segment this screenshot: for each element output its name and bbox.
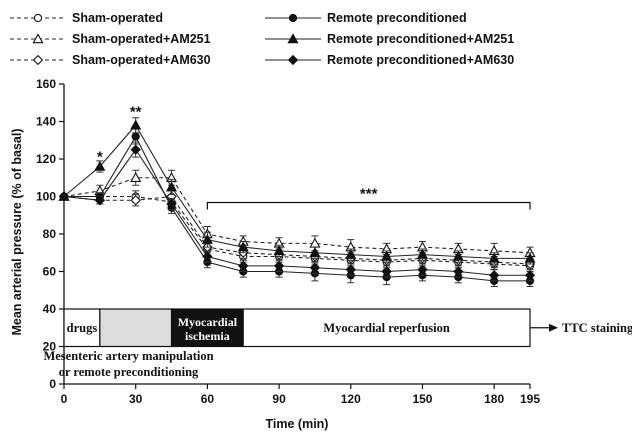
legend-swatch-marker <box>287 33 299 44</box>
x-tick-label: 195 <box>520 392 540 406</box>
y-tick-label: 140 <box>36 115 56 129</box>
data-point <box>417 264 428 275</box>
significance-label: *** <box>360 186 378 203</box>
data-point <box>381 266 392 277</box>
significance-bracket <box>206 201 531 210</box>
data-point <box>345 248 357 259</box>
y-tick-label: 120 <box>36 152 56 166</box>
legend-swatch-marker <box>33 13 43 23</box>
data-point <box>130 144 141 155</box>
y-tick-label: 40 <box>43 302 57 316</box>
protocol-manipulation-label-1: Mesenteric artery manipulation <box>43 349 213 363</box>
legend-item: Sham-operated <box>10 11 163 25</box>
series-line <box>64 135 530 282</box>
data-point <box>309 262 321 273</box>
data-point <box>309 247 321 257</box>
legend-item: Remote preconditioned <box>265 11 467 25</box>
data-point <box>273 245 285 256</box>
significance-label: ** <box>130 103 142 120</box>
y-tick-label: 80 <box>43 227 57 241</box>
data-point <box>452 250 464 261</box>
x-tick-label: 150 <box>412 392 432 406</box>
data-point <box>453 266 464 277</box>
y-tick-label: 0 <box>49 377 56 391</box>
legend-swatch-marker <box>287 54 299 66</box>
legend-label: Sham-operated+AM630 <box>72 53 211 67</box>
x-tick-label: 0 <box>61 392 68 406</box>
data-point <box>273 260 285 272</box>
data-point <box>237 241 249 252</box>
data-point <box>58 191 70 202</box>
y-tick-label: 100 <box>36 190 56 204</box>
protocol-drugs-label: drugs <box>67 321 98 335</box>
data-point <box>130 119 142 130</box>
protocol-ischemia-label-2: ischemia <box>185 329 230 343</box>
data-point <box>166 198 177 210</box>
protocol-ttc-label: TTC staining <box>562 321 632 335</box>
series-line <box>63 177 531 254</box>
y-ticks: 0 20 40 60 80 100 120 140 160 <box>36 77 64 391</box>
legend-label: Remote preconditioned+AM630 <box>327 53 514 67</box>
data-point <box>166 181 178 192</box>
legend-label: Sham-operated+AM251 <box>72 32 211 46</box>
x-tick-label: 30 <box>129 392 143 406</box>
data-point <box>238 260 249 272</box>
data-point <box>130 172 142 182</box>
annotations: ****** <box>97 103 531 210</box>
protocol-segment-manipulation <box>99 308 173 348</box>
data-point <box>381 250 393 261</box>
legend-swatch-marker <box>288 13 298 23</box>
protocol-segment-drugs <box>63 308 101 348</box>
series-line <box>63 124 530 259</box>
legend-item: Remote preconditioned+AM251 <box>265 32 514 46</box>
x-ticks: 0 30 60 90 120 150 180 195 <box>61 384 540 406</box>
series-5 <box>58 141 536 282</box>
y-tick-label: 160 <box>36 77 56 91</box>
significance-label: * <box>97 148 103 165</box>
series-4 <box>58 117 536 265</box>
legend: Sham-operated Sham-operated+AM251 Sham-ope… <box>10 11 514 67</box>
legend-label: Remote preconditioned+AM251 <box>327 32 514 46</box>
series-line <box>64 195 531 267</box>
data-point <box>130 195 141 206</box>
series-line <box>63 195 531 265</box>
series-line <box>63 148 530 276</box>
series-1 <box>58 169 536 259</box>
series-layer <box>58 117 536 287</box>
legend-label: Sham-operated <box>72 11 163 25</box>
legend-label: Remote preconditioned <box>327 11 467 25</box>
y-tick-label: 20 <box>43 340 57 354</box>
data-point <box>524 270 536 281</box>
y-tick-label: 60 <box>43 265 57 279</box>
x-tick-label: 180 <box>484 392 504 406</box>
protocol-arrow-head <box>549 323 558 332</box>
data-point <box>201 233 213 244</box>
protocol-ischemia-label-1: Myocardial <box>178 315 238 329</box>
x-tick-label: 90 <box>272 392 286 406</box>
legend-swatch-marker <box>32 33 44 44</box>
protocol-reperfusion-label: Myocardial reperfusion <box>323 321 450 335</box>
legend-item: Sham-operated+AM251 <box>10 32 211 46</box>
x-tick-label: 60 <box>201 392 215 406</box>
data-point <box>488 270 500 281</box>
data-point <box>94 160 106 171</box>
protocol-segment-ischemia <box>170 308 244 348</box>
data-point <box>416 248 428 259</box>
x-tick-label: 120 <box>341 392 361 406</box>
data-point <box>345 264 356 275</box>
legend-item: Remote preconditioned+AM630 <box>265 53 514 67</box>
protocol-segment-reperfusion <box>242 308 531 348</box>
data-point <box>524 252 536 263</box>
data-point <box>131 132 140 141</box>
data-point <box>94 195 106 206</box>
legend-item: Sham-operated+AM630 <box>10 53 211 67</box>
data-point <box>488 252 500 263</box>
legend-swatch-marker <box>32 54 44 66</box>
y-axis-label: Mean arterial pressure (% of basal) <box>10 128 24 335</box>
protocol-manipulation-label-2: or remote preconditioning <box>59 365 199 379</box>
data-point <box>202 251 213 262</box>
x-axis-label: Time (min) <box>266 417 329 431</box>
